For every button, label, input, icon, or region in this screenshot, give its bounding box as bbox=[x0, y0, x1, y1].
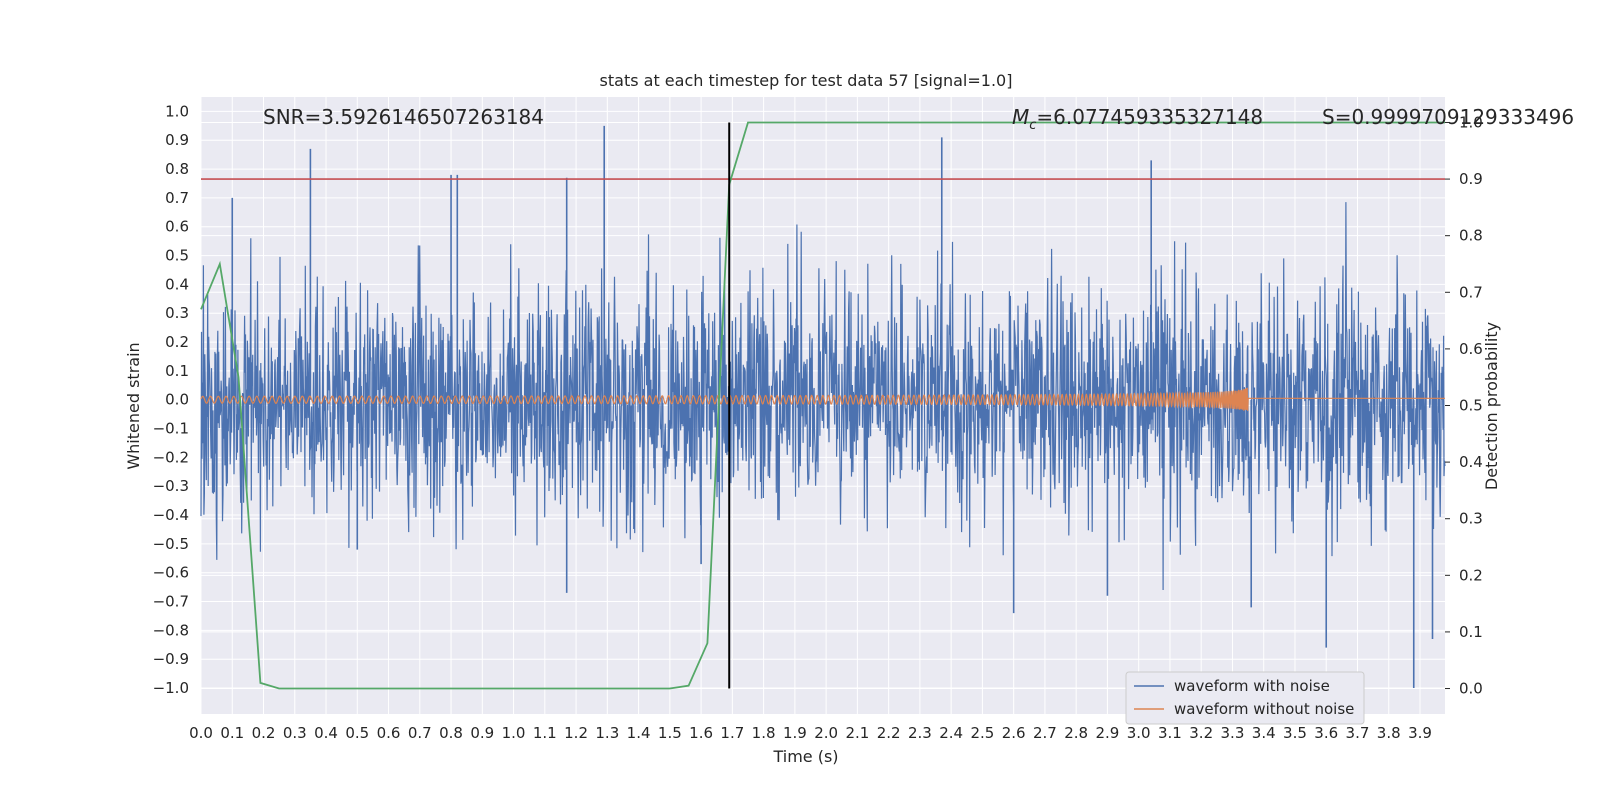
y-tick-label: 0.0 bbox=[165, 391, 189, 409]
x-tick-label: 1.9 bbox=[783, 724, 807, 742]
y2-tick-label: 0.7 bbox=[1459, 283, 1483, 301]
series-noise-line bbox=[200, 202, 1446, 591]
series-detection-probability bbox=[200, 121, 1445, 690]
y-tick-label: −0.8 bbox=[153, 621, 189, 639]
y-tick-label: −0.6 bbox=[153, 564, 189, 582]
x-tick-label: 2.4 bbox=[939, 724, 963, 742]
x-tick-label: 3.0 bbox=[1127, 724, 1151, 742]
y2-axis-ticks: 0.0 0.1 0.2 0.3 0.4 0.5 0.6 0.7 0.8 0.9 1.0 bbox=[1445, 113, 1483, 698]
x-tick-label: 2.0 bbox=[814, 724, 838, 742]
x-tick-label: 3.9 bbox=[1408, 724, 1432, 742]
x-tick-label: 3.3 bbox=[1221, 724, 1245, 742]
y-tick-label: 0.2 bbox=[165, 333, 189, 351]
y2-tick-label: 1.0 bbox=[1459, 113, 1483, 131]
x-tick-label: 2.8 bbox=[1064, 724, 1088, 742]
x-tick-label: 1.2 bbox=[564, 724, 588, 742]
mc-symbol: M bbox=[1012, 105, 1029, 129]
x-tick-label: 3.6 bbox=[1314, 724, 1338, 742]
x-tick-label: 3.7 bbox=[1346, 724, 1370, 742]
y-tick-label: 0.6 bbox=[165, 218, 189, 236]
x-tick-label: 0.7 bbox=[408, 724, 432, 742]
x-tick-label: 3.8 bbox=[1377, 724, 1401, 742]
y-axis-label: Whitened strain bbox=[124, 342, 143, 469]
y2-tick-label: 0.5 bbox=[1459, 397, 1483, 415]
y2-tick-label: 0.8 bbox=[1459, 227, 1483, 245]
y-tick-label: −0.4 bbox=[153, 506, 189, 524]
x-axis-label: Time (s) bbox=[772, 747, 838, 766]
x-tick-label: 1.3 bbox=[595, 724, 619, 742]
legend-box bbox=[1125, 671, 1365, 725]
y-axis-ticks: −1.0 −0.9 −0.8 −0.7 −0.6 −0.5 −0.4 −0.3 −0.2 −0.1… bbox=[153, 102, 189, 697]
x-tick-label: 3.2 bbox=[1189, 724, 1213, 742]
x-tick-label: 0.0 bbox=[189, 724, 213, 742]
plot-lines bbox=[200, 121, 1446, 690]
x-tick-label: 3.5 bbox=[1283, 724, 1307, 742]
legend: waveform with noise waveform without noi… bbox=[1125, 671, 1365, 725]
x-tick-label: 1.6 bbox=[689, 724, 713, 742]
x-tick-label: 0.3 bbox=[283, 724, 307, 742]
legend-label-clean: waveform without noise bbox=[1174, 700, 1354, 718]
y-tick-label: 0.7 bbox=[165, 189, 189, 207]
series-clean-line bbox=[200, 387, 1445, 411]
x-tick-label: 0.5 bbox=[345, 724, 369, 742]
x-tick-label: 1.0 bbox=[502, 724, 526, 742]
x-tick-label: 0.1 bbox=[220, 724, 244, 742]
x-tick-label: 1.7 bbox=[720, 724, 744, 742]
y-tick-label: 0.3 bbox=[165, 304, 189, 322]
x-tick-label: 0.6 bbox=[377, 724, 401, 742]
x-tick-label: 2.2 bbox=[877, 724, 901, 742]
y-tick-label: −1.0 bbox=[153, 679, 189, 697]
y2-tick-label: 0.4 bbox=[1459, 453, 1483, 471]
mc-value: =6.077459335327148 bbox=[1036, 105, 1263, 129]
y-tick-label: 0.9 bbox=[165, 131, 189, 149]
x-tick-label: 2.6 bbox=[1002, 724, 1026, 742]
x-tick-label: 1.4 bbox=[627, 724, 651, 742]
x-tick-label: 2.5 bbox=[970, 724, 994, 742]
x-axis-ticks: 0.0 0.1 0.2 0.3 0.4 0.5 0.6 0.7 0.8 0.9 1.0 1.1 1.2 1… bbox=[189, 724, 1432, 742]
y-tick-label: 0.1 bbox=[165, 362, 189, 380]
x-tick-label: 0.8 bbox=[439, 724, 463, 742]
y-tick-label: 0.8 bbox=[165, 160, 189, 178]
y-tick-label: 0.5 bbox=[165, 247, 189, 265]
y2-tick-label: 0.3 bbox=[1459, 510, 1483, 528]
x-tick-label: 0.9 bbox=[470, 724, 494, 742]
x-tick-label: 0.4 bbox=[314, 724, 338, 742]
x-tick-label: 0.2 bbox=[252, 724, 276, 742]
y2-tick-label: 0.2 bbox=[1459, 566, 1483, 584]
y2-tick-label: 0.6 bbox=[1459, 340, 1483, 358]
s-annotation: S=0.9999709129333496 bbox=[1322, 105, 1574, 129]
y2-tick-label: 0.9 bbox=[1459, 170, 1483, 188]
x-tick-label: 1.8 bbox=[752, 724, 776, 742]
mc-annotation: Mc=6.077459335327148 bbox=[1012, 105, 1263, 133]
y-tick-label: 0.4 bbox=[165, 275, 189, 293]
y-tick-label: −0.5 bbox=[153, 535, 189, 553]
y-tick-label: −0.7 bbox=[153, 593, 189, 611]
y-tick-label: −0.9 bbox=[153, 650, 189, 668]
x-tick-label: 1.1 bbox=[533, 724, 557, 742]
legend-label-noise: waveform with noise bbox=[1174, 677, 1330, 695]
x-tick-label: 2.9 bbox=[1096, 724, 1120, 742]
y2-tick-label: 0.1 bbox=[1459, 623, 1483, 641]
x-tick-label: 2.3 bbox=[908, 724, 932, 742]
y2-tick-label: 0.0 bbox=[1459, 680, 1483, 698]
chart-title: stats at each timestep for test data 57 … bbox=[600, 71, 1013, 90]
x-tick-label: 3.4 bbox=[1252, 724, 1276, 742]
y-tick-label: −0.3 bbox=[153, 477, 189, 495]
x-tick-label: 1.5 bbox=[658, 724, 682, 742]
y-tick-label: −0.2 bbox=[153, 448, 189, 466]
snr-annotation: SNR=3.5926146507263184 bbox=[263, 105, 544, 129]
y-tick-label: 1.0 bbox=[165, 102, 189, 120]
x-tick-label: 3.1 bbox=[1158, 724, 1182, 742]
x-tick-label: 2.1 bbox=[845, 724, 869, 742]
x-tick-label: 2.7 bbox=[1033, 724, 1057, 742]
y-tick-label: −0.1 bbox=[153, 420, 189, 438]
y2-axis-label: Detection probability bbox=[1482, 322, 1501, 490]
mc-subscript: c bbox=[1029, 118, 1036, 133]
